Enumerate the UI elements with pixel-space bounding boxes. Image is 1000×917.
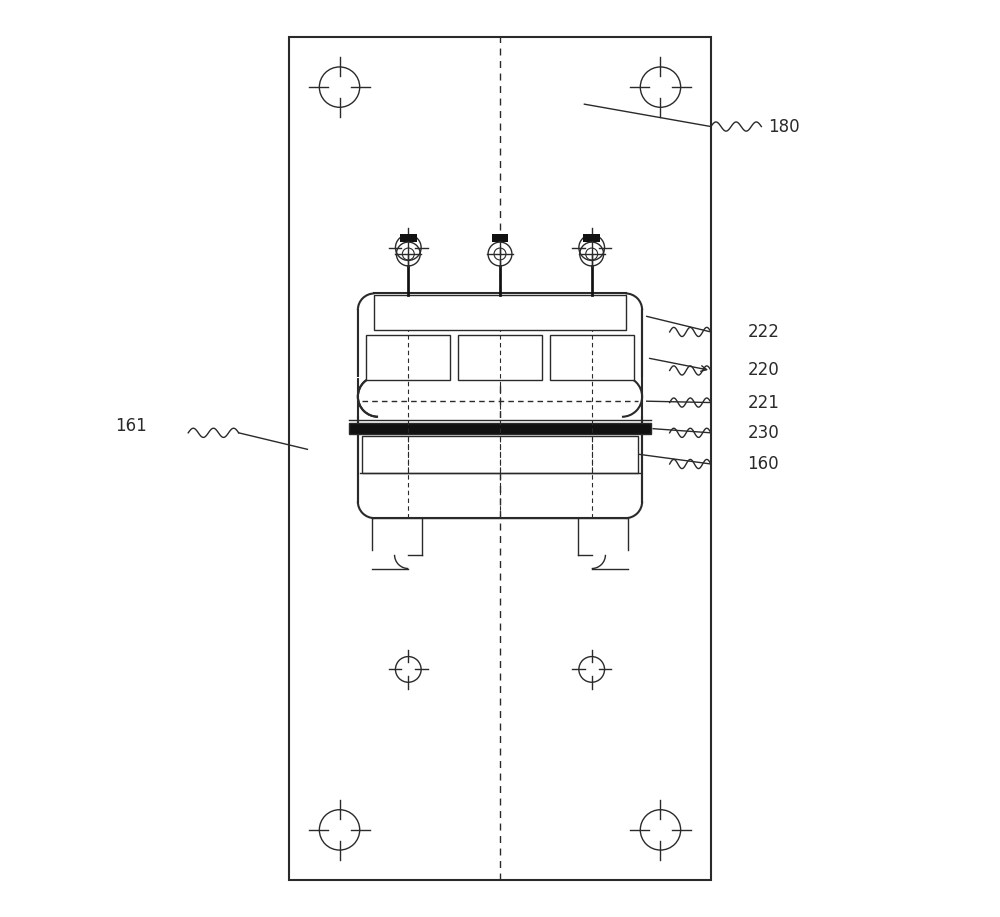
Text: 160: 160 <box>748 455 779 473</box>
Text: 220: 220 <box>748 361 779 380</box>
Bar <box>583 234 600 242</box>
Bar <box>289 37 711 880</box>
Text: 180: 180 <box>768 117 799 136</box>
Bar <box>374 295 626 330</box>
Bar <box>366 336 450 381</box>
Bar <box>349 424 651 435</box>
Text: 161: 161 <box>115 417 147 436</box>
Bar <box>492 234 508 242</box>
Text: 222: 222 <box>748 323 779 341</box>
Bar <box>400 234 417 242</box>
Bar <box>458 336 542 381</box>
Bar <box>362 436 638 473</box>
Text: 230: 230 <box>748 424 779 442</box>
Text: 221: 221 <box>748 393 779 412</box>
Bar <box>550 336 634 381</box>
